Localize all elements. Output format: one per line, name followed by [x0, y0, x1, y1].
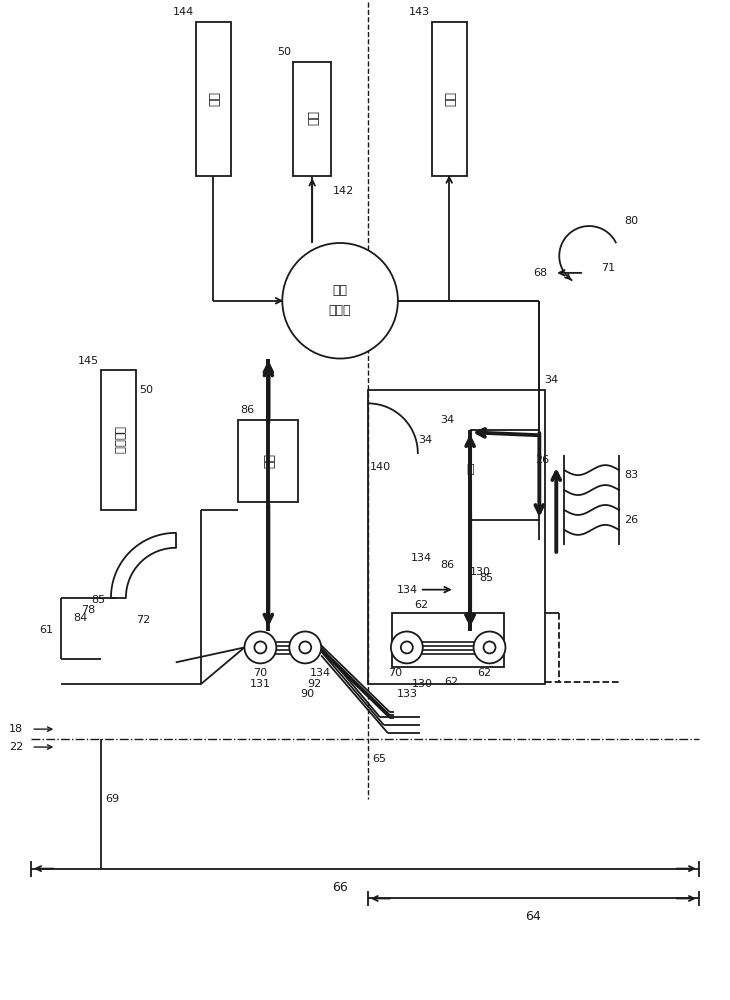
- Bar: [438, 430, 502, 508]
- Text: 84: 84: [73, 613, 88, 623]
- Text: 134: 134: [310, 668, 331, 678]
- Text: 133: 133: [397, 689, 418, 699]
- Text: 65: 65: [372, 754, 386, 764]
- Text: 22: 22: [9, 742, 23, 752]
- Text: 26: 26: [624, 515, 638, 525]
- Bar: [293, 62, 331, 176]
- Text: 分離器: 分離器: [328, 304, 351, 317]
- Text: 34: 34: [418, 435, 433, 445]
- Text: 144: 144: [172, 7, 193, 17]
- Circle shape: [299, 641, 311, 653]
- Text: 69: 69: [105, 794, 119, 804]
- Text: 130: 130: [412, 679, 433, 689]
- Text: 134: 134: [410, 553, 431, 563]
- Text: 80: 80: [624, 216, 638, 226]
- Bar: [239, 420, 299, 502]
- Text: 130: 130: [469, 567, 491, 577]
- Text: 18: 18: [9, 724, 23, 734]
- Text: 補水: 補水: [207, 92, 220, 107]
- Text: 145: 145: [78, 356, 99, 366]
- Text: 70: 70: [388, 668, 402, 678]
- Circle shape: [255, 641, 266, 653]
- Text: 62: 62: [477, 668, 491, 678]
- Text: 34: 34: [439, 415, 454, 425]
- Circle shape: [289, 631, 321, 663]
- Text: 72: 72: [137, 615, 151, 625]
- Text: 34: 34: [545, 375, 558, 385]
- Text: 蒸汽: 蒸汽: [306, 111, 319, 126]
- Text: 134: 134: [396, 585, 418, 595]
- Text: 水: 水: [466, 463, 474, 476]
- Circle shape: [483, 641, 496, 653]
- Text: 排水: 排水: [442, 92, 456, 107]
- Text: 蒸汽: 蒸汽: [333, 284, 347, 297]
- Circle shape: [283, 243, 398, 359]
- Bar: [196, 22, 231, 176]
- Text: 142: 142: [333, 186, 354, 196]
- Text: 62: 62: [415, 600, 429, 610]
- Text: 78: 78: [81, 605, 96, 615]
- Text: 86: 86: [440, 560, 455, 570]
- Circle shape: [474, 631, 505, 663]
- Bar: [392, 613, 504, 667]
- Text: 68: 68: [533, 268, 548, 278]
- Text: 50: 50: [277, 47, 291, 57]
- Text: 92: 92: [307, 679, 321, 689]
- Text: 83: 83: [624, 470, 638, 480]
- Bar: [431, 22, 466, 176]
- Circle shape: [391, 631, 423, 663]
- Text: 50: 50: [139, 385, 153, 395]
- Text: 71: 71: [601, 263, 615, 273]
- Text: 61: 61: [39, 625, 53, 635]
- Text: 90: 90: [300, 689, 315, 699]
- Text: 62: 62: [445, 677, 458, 687]
- Text: 過熱蒸汽: 過熱蒸汽: [112, 426, 125, 454]
- Text: 氣體: 氣體: [262, 454, 275, 469]
- Text: 66: 66: [332, 881, 348, 894]
- Circle shape: [401, 641, 413, 653]
- Text: 131: 131: [250, 679, 271, 689]
- Text: 86: 86: [240, 405, 255, 415]
- Text: 64: 64: [526, 910, 541, 923]
- Text: 26: 26: [535, 455, 549, 465]
- Bar: [368, 390, 545, 684]
- Text: 85: 85: [91, 595, 105, 605]
- Text: 143: 143: [409, 7, 430, 17]
- Bar: [101, 370, 136, 510]
- Text: 70: 70: [253, 668, 267, 678]
- Text: 140: 140: [370, 462, 391, 472]
- Circle shape: [245, 631, 277, 663]
- Text: 85: 85: [480, 573, 493, 583]
